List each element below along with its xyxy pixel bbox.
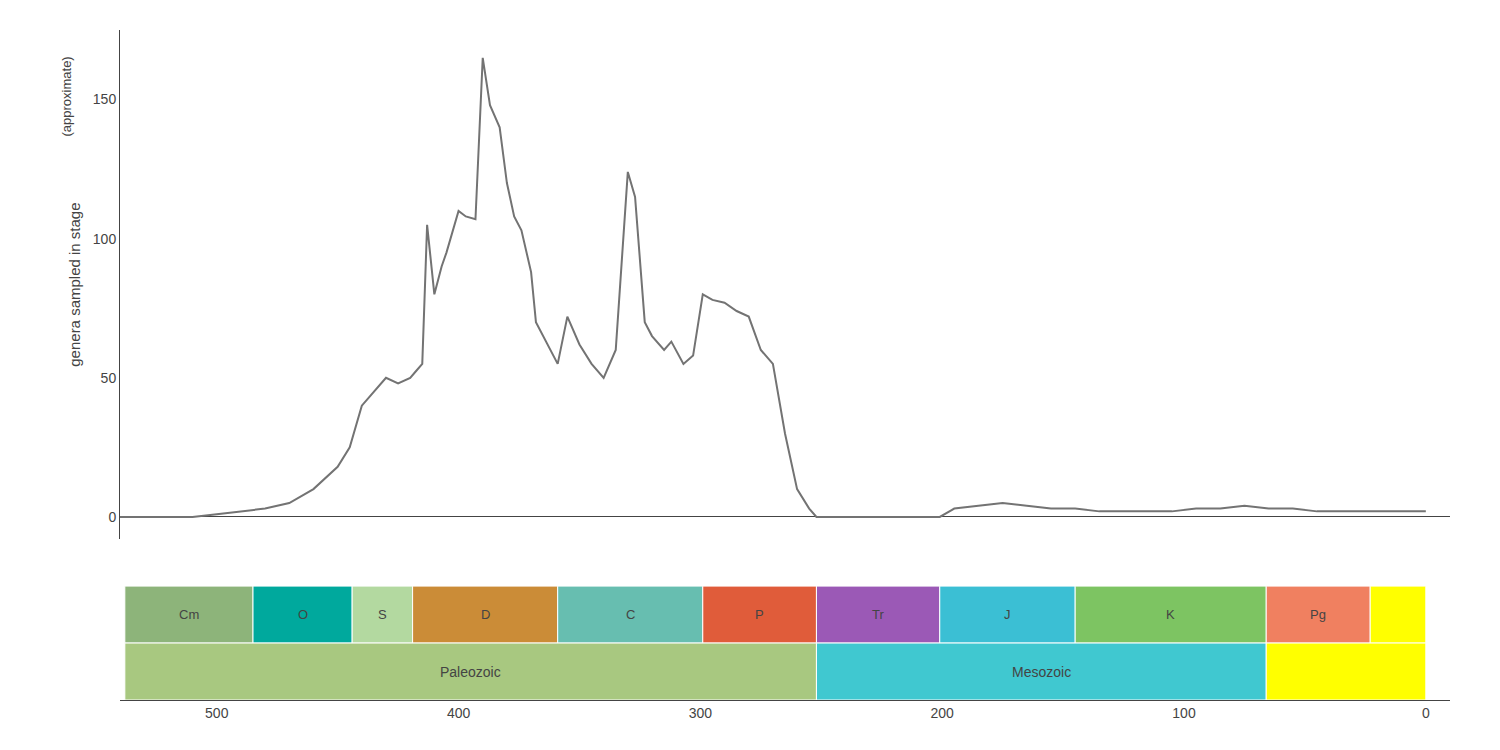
svg-text:150: 150 (93, 91, 117, 107)
svg-text:K: K (1166, 607, 1175, 622)
svg-text:Tr: Tr (872, 607, 884, 622)
svg-text:C: C (626, 607, 635, 622)
svg-text:Mesozoic: Mesozoic (1012, 664, 1071, 680)
svg-text:100: 100 (93, 231, 117, 247)
svg-text:genera sampled in stage: genera sampled in stage (66, 202, 83, 366)
svg-text:D: D (481, 607, 490, 622)
svg-text:100: 100 (1172, 705, 1196, 721)
svg-text:50: 50 (101, 370, 117, 386)
svg-text:Pg: Pg (1310, 607, 1326, 622)
svg-text:O: O (298, 607, 308, 622)
svg-text:P: P (755, 607, 764, 622)
svg-text:Cm: Cm (179, 607, 199, 622)
svg-text:0: 0 (1422, 705, 1430, 721)
svg-text:300: 300 (689, 705, 713, 721)
svg-text:200: 200 (931, 705, 955, 721)
svg-text:500: 500 (205, 705, 229, 721)
svg-text:(approximate): (approximate) (59, 56, 74, 136)
svg-text:400: 400 (447, 705, 471, 721)
svg-text:S: S (378, 607, 387, 622)
svg-text:J: J (1004, 607, 1011, 622)
svg-text:Paleozoic: Paleozoic (440, 664, 501, 680)
svg-text:0: 0 (108, 509, 116, 525)
